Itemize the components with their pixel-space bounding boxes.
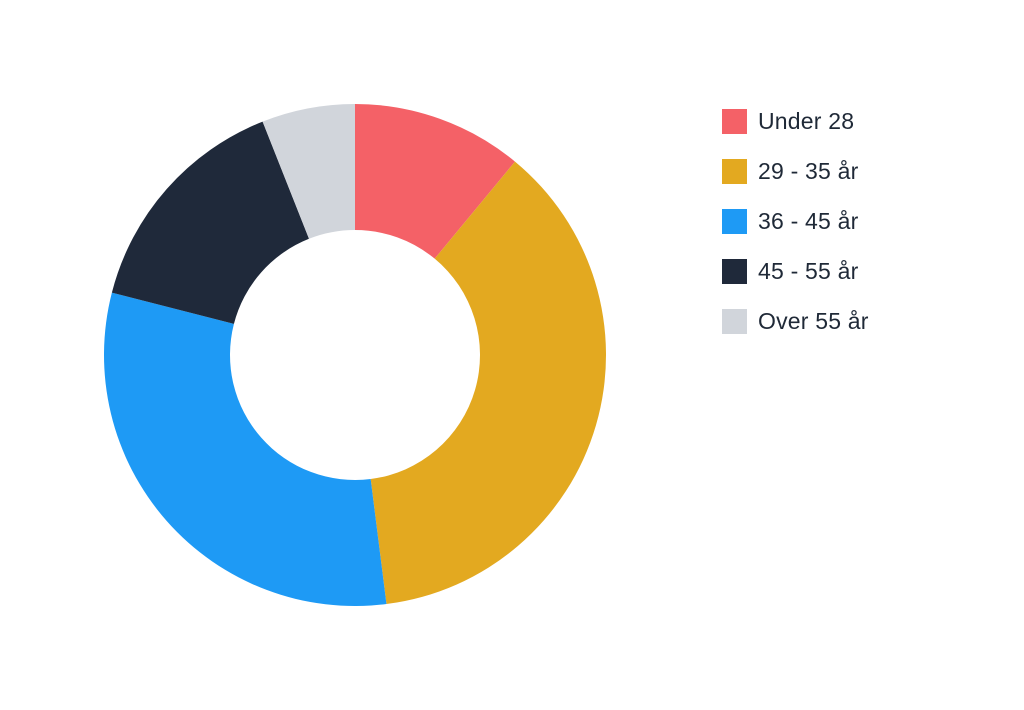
legend-swatch	[722, 308, 747, 334]
legend-label: Over 55 år	[758, 307, 869, 334]
donut-slice-1[interactable]	[355, 104, 515, 259]
legend-swatch	[722, 158, 747, 184]
donut-slice-4[interactable]	[111, 121, 309, 324]
legend-swatch	[722, 258, 747, 284]
donut-slice-2[interactable]	[370, 161, 607, 605]
legend-swatch	[722, 208, 747, 234]
legend-item-36-45[interactable]: 36 - 45 år	[722, 203, 869, 239]
legend-label: 45 - 55 år	[758, 257, 859, 284]
chart-legend: Under 28 29 - 35 år 36 - 45 år 45 - 55 å…	[722, 103, 869, 353]
donut-slices	[103, 104, 607, 606]
donut-slice-5[interactable]	[262, 104, 355, 239]
donut-slice-3[interactable]	[103, 292, 387, 606]
legend-swatch	[722, 108, 747, 134]
legend-item-45-55[interactable]: 45 - 55 år	[722, 253, 869, 289]
legend-label: 29 - 35 år	[758, 157, 859, 184]
legend-item-29-35[interactable]: 29 - 35 år	[722, 153, 869, 189]
legend-label: 36 - 45 år	[758, 207, 859, 234]
legend-item-over-55[interactable]: Over 55 år	[722, 303, 869, 339]
legend-label: Under 28	[758, 107, 855, 134]
legend-item-under-28[interactable]: Under 28	[722, 103, 869, 139]
